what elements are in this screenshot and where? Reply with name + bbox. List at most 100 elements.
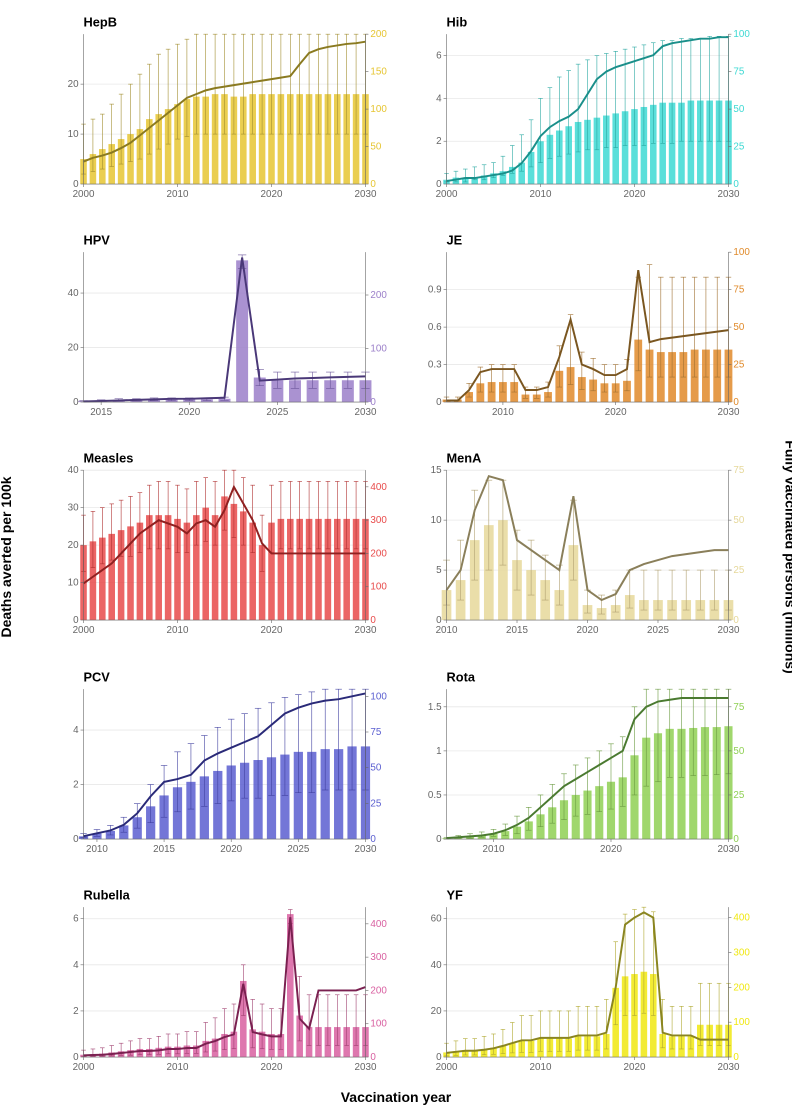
svg-text:25: 25 (733, 142, 744, 153)
svg-text:2010: 2010 (530, 1062, 552, 1073)
svg-text:HepB: HepB (84, 14, 117, 29)
svg-text:400: 400 (733, 912, 750, 923)
svg-text:25: 25 (733, 565, 744, 576)
svg-text:2030: 2030 (355, 407, 377, 418)
svg-text:100: 100 (733, 29, 750, 40)
svg-text:2020: 2020 (261, 189, 283, 200)
svg-text:6: 6 (436, 51, 442, 62)
panel-measles: Measles010203040010020030040020002010202… (50, 446, 399, 644)
svg-text:0.5: 0.5 (428, 790, 442, 801)
svg-text:2020: 2020 (605, 407, 627, 418)
svg-text:2000: 2000 (73, 189, 95, 200)
svg-text:10: 10 (68, 129, 79, 140)
panel-mena: MenA051015025507520102015202020252030 (413, 446, 762, 644)
svg-text:2010: 2010 (492, 407, 514, 418)
svg-text:2015: 2015 (153, 844, 175, 855)
svg-text:50: 50 (370, 762, 381, 773)
svg-text:75: 75 (733, 285, 744, 296)
svg-text:2: 2 (73, 1006, 78, 1017)
svg-text:2010: 2010 (530, 189, 552, 200)
svg-text:20: 20 (68, 343, 79, 354)
svg-text:0: 0 (436, 397, 442, 408)
x-axis-label: Vaccination year (341, 1089, 452, 1105)
svg-text:200: 200 (370, 985, 387, 996)
svg-text:2010: 2010 (483, 844, 505, 855)
panel-hpv: HPV0204001002002015202020252030 (50, 228, 399, 426)
svg-text:100: 100 (370, 104, 387, 115)
svg-text:200: 200 (733, 982, 750, 993)
svg-text:0.3: 0.3 (428, 360, 442, 371)
svg-text:40: 40 (431, 960, 442, 971)
svg-text:2020: 2020 (261, 625, 283, 636)
svg-text:2030: 2030 (718, 407, 740, 418)
svg-text:25: 25 (370, 798, 381, 809)
panel-hepb: HepB010200501001502002000201020202030 (50, 10, 399, 208)
svg-text:Rubella: Rubella (84, 887, 131, 902)
svg-text:2020: 2020 (577, 625, 599, 636)
svg-text:2030: 2030 (718, 625, 740, 636)
svg-text:2030: 2030 (355, 625, 377, 636)
svg-text:15: 15 (431, 466, 442, 477)
svg-text:200: 200 (370, 549, 387, 560)
svg-text:2010: 2010 (167, 1062, 189, 1073)
svg-text:50: 50 (733, 516, 744, 527)
svg-text:60: 60 (431, 914, 442, 925)
svg-text:50: 50 (370, 142, 381, 153)
svg-text:2020: 2020 (178, 407, 200, 418)
svg-text:40: 40 (68, 466, 79, 477)
panel-rota: Rota00.511.50255075201020202030 (413, 665, 762, 863)
svg-text:2020: 2020 (261, 1062, 283, 1073)
panel-yf: YF020406001002003004002000201020202030 (413, 883, 762, 1081)
svg-text:40: 40 (68, 288, 79, 299)
svg-text:2025: 2025 (266, 407, 288, 418)
svg-text:75: 75 (733, 67, 744, 78)
svg-text:100: 100 (370, 582, 387, 593)
svg-text:4: 4 (73, 960, 79, 971)
svg-text:2020: 2020 (600, 844, 622, 855)
svg-text:JE: JE (447, 233, 463, 248)
panel-rubella: Rubella024601002003004002000201020202030 (50, 883, 399, 1081)
svg-text:2015: 2015 (506, 625, 528, 636)
svg-text:2025: 2025 (287, 844, 309, 855)
small-multiples-figure: Deaths averted per 100k Fully vaccinated… (0, 0, 792, 1113)
y-axis-left-label: Deaths averted per 100k (0, 476, 14, 637)
svg-text:200: 200 (370, 290, 387, 301)
svg-text:0: 0 (73, 397, 79, 408)
svg-text:100: 100 (370, 344, 387, 355)
svg-text:PCV: PCV (84, 669, 111, 684)
svg-text:300: 300 (370, 952, 387, 963)
svg-text:2030: 2030 (355, 189, 377, 200)
svg-text:2030: 2030 (718, 1062, 740, 1073)
svg-text:400: 400 (370, 919, 387, 930)
svg-text:2010: 2010 (436, 625, 458, 636)
svg-text:2030: 2030 (718, 844, 740, 855)
svg-text:Rota: Rota (447, 669, 476, 684)
svg-text:100: 100 (370, 691, 387, 702)
svg-text:2: 2 (73, 779, 78, 790)
svg-text:10: 10 (68, 578, 79, 589)
svg-text:6: 6 (73, 914, 79, 925)
svg-text:30: 30 (68, 503, 79, 514)
svg-text:10: 10 (431, 516, 442, 527)
svg-text:1: 1 (436, 746, 441, 757)
svg-text:20: 20 (431, 1006, 442, 1017)
svg-text:200: 200 (370, 29, 387, 40)
svg-text:2000: 2000 (73, 1062, 95, 1073)
svg-text:25: 25 (733, 790, 744, 801)
svg-text:300: 300 (733, 947, 750, 958)
svg-text:2: 2 (436, 136, 441, 147)
svg-text:HPV: HPV (84, 233, 111, 248)
svg-text:2015: 2015 (90, 407, 112, 418)
svg-text:2010: 2010 (167, 189, 189, 200)
svg-text:2020: 2020 (220, 844, 242, 855)
svg-text:2000: 2000 (436, 189, 458, 200)
svg-text:4: 4 (436, 93, 442, 104)
svg-text:300: 300 (370, 516, 387, 527)
svg-text:100: 100 (733, 1017, 750, 1028)
svg-text:25: 25 (733, 360, 744, 371)
svg-text:Hib: Hib (447, 14, 468, 29)
svg-text:75: 75 (733, 466, 744, 477)
svg-text:2030: 2030 (718, 189, 740, 200)
svg-text:20: 20 (68, 79, 79, 90)
svg-text:100: 100 (733, 247, 750, 258)
